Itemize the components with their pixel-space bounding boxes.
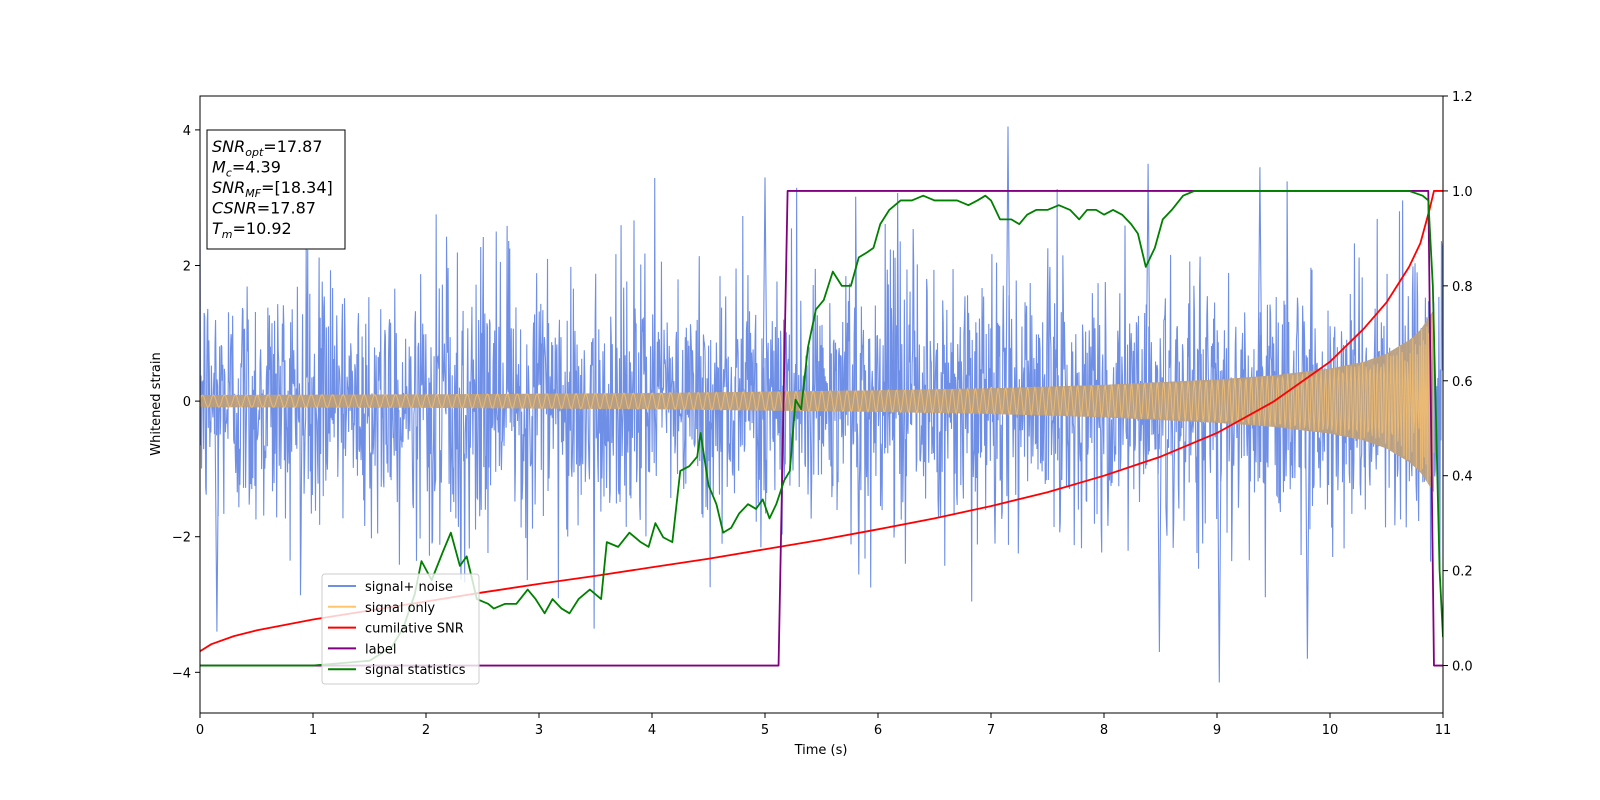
x-tick-label: 5 bbox=[761, 723, 769, 738]
info-line: SNRMF=[18.34] bbox=[212, 178, 333, 200]
y-right-tick-label: 0.8 bbox=[1452, 280, 1473, 295]
plot-frame bbox=[199, 95, 1444, 714]
series-signal-only bbox=[200, 309, 1435, 493]
legend-label: signal only bbox=[365, 601, 435, 616]
info-line: Tm=10.92 bbox=[212, 219, 292, 241]
signal-noise-peak bbox=[762, 177, 768, 402]
signal-noise-peak bbox=[1156, 401, 1162, 653]
info-line: CSNR=17.87 bbox=[212, 199, 316, 218]
signal-noise-peak bbox=[1304, 401, 1310, 659]
y-left-tick-label: 0 bbox=[183, 395, 191, 410]
signal-noise-peak bbox=[1257, 167, 1263, 402]
info-line-value: =10.92 bbox=[233, 219, 292, 238]
info-line-symbol: CSNR bbox=[212, 199, 257, 218]
x-tick-label: 0 bbox=[196, 723, 204, 738]
y-left-tick-label: −4 bbox=[172, 666, 191, 681]
legend: signal+ noise signal only cumilative SNR la… bbox=[321, 573, 480, 685]
legend-frame bbox=[321, 573, 480, 685]
x-tick-label: 4 bbox=[648, 723, 656, 738]
info-line-symbol: M bbox=[212, 158, 226, 177]
info-box: SNRopt=17.87Mc=4.39SNRMF=[18.34]CSNR=17.… bbox=[206, 129, 346, 250]
y-axis-label: Whitened strain bbox=[149, 352, 164, 455]
y-right-tick-label: 0.4 bbox=[1452, 470, 1473, 485]
signal-noise-peak bbox=[1216, 401, 1222, 683]
x-tick-label: 9 bbox=[1213, 723, 1221, 738]
y-left-tick-label: 4 bbox=[183, 124, 191, 139]
info-box-frame bbox=[206, 129, 346, 250]
y-right-tick-label: 0.6 bbox=[1452, 375, 1473, 390]
signal-only-line bbox=[200, 313, 1435, 484]
info-line-value: =17.87 bbox=[257, 199, 316, 218]
x-axis-label: Time (s) bbox=[794, 743, 848, 758]
y-right-tick-label: 1.0 bbox=[1452, 185, 1473, 200]
y-axis-left: 4 2 0 −2 −4 bbox=[172, 124, 200, 681]
legend-label: label bbox=[365, 642, 396, 657]
signal-noise-peak bbox=[1145, 163, 1151, 402]
y-axis-right: 1.2 1.0 0.8 0.6 0.4 0.2 0.0 bbox=[1443, 90, 1473, 675]
series-signal-statistics bbox=[200, 190, 1443, 667]
info-line-subscript: MF bbox=[245, 187, 261, 200]
info-line-symbol: T bbox=[212, 219, 223, 238]
signal-only-band bbox=[200, 309, 1434, 493]
info-line-value: =[18.34] bbox=[261, 178, 333, 197]
signal-noise-peak bbox=[1005, 126, 1011, 402]
info-line: Mc=4.39 bbox=[212, 158, 281, 180]
x-tick-label: 11 bbox=[1435, 723, 1452, 738]
info-line-value: =4.39 bbox=[232, 158, 281, 177]
x-axis: 0 1 2 3 4 5 6 7 8 9 10 11 bbox=[196, 713, 1451, 738]
x-tick-label: 6 bbox=[874, 723, 882, 738]
signal-noise-peak bbox=[214, 401, 220, 632]
legend-label: signal statistics bbox=[365, 663, 466, 678]
series-label bbox=[200, 190, 1443, 667]
info-line-symbol: SNR bbox=[212, 178, 245, 197]
y-right-tick-label: 1.2 bbox=[1452, 90, 1473, 105]
legend-label: cumilative SNR bbox=[365, 622, 464, 637]
info-line-subscript: m bbox=[222, 228, 233, 241]
y-right-tick-label: 0.2 bbox=[1452, 565, 1473, 580]
y-left-tick-label: 2 bbox=[183, 260, 191, 275]
y-right-tick-label: 0.0 bbox=[1452, 660, 1473, 675]
x-tick-label: 2 bbox=[422, 723, 430, 738]
y-left-tick-label: −2 bbox=[172, 531, 191, 546]
info-line-subscript: c bbox=[226, 167, 232, 180]
legend-label: signal+ noise bbox=[365, 580, 453, 595]
label-line bbox=[200, 190, 1443, 667]
x-tick-label: 10 bbox=[1322, 723, 1339, 738]
signal-statistics-line bbox=[200, 190, 1443, 667]
x-tick-label: 3 bbox=[535, 723, 543, 738]
x-tick-label: 8 bbox=[1100, 723, 1108, 738]
info-line-symbol: SNR bbox=[212, 137, 245, 156]
info-line-value: =17.87 bbox=[263, 137, 322, 156]
x-tick-label: 7 bbox=[987, 723, 995, 738]
x-tick-label: 1 bbox=[309, 723, 317, 738]
info-line: SNRopt=17.87 bbox=[212, 137, 323, 159]
info-line-subscript: opt bbox=[245, 146, 264, 159]
